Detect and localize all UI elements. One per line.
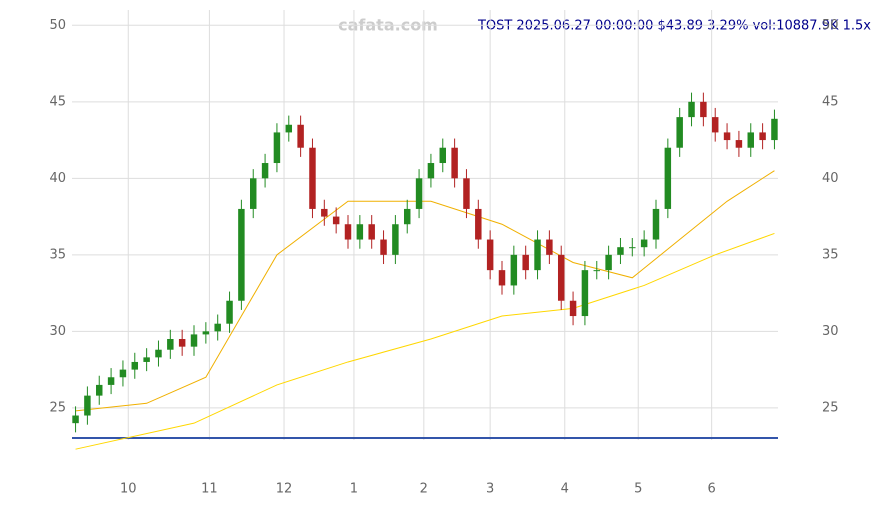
x-tick-label: 1	[350, 482, 358, 497]
candle-body	[617, 247, 624, 255]
candle-body	[427, 163, 435, 179]
candle-body	[486, 239, 494, 271]
candle-body	[403, 208, 411, 225]
x-tick-label: 3	[486, 482, 494, 497]
y-tick-label: 50	[49, 18, 66, 33]
candle-body	[368, 224, 375, 240]
chart-title: TOST 2025.06.27 00:00:00 $43.89 3.29% vo…	[477, 19, 871, 34]
candle-body	[155, 349, 162, 358]
candle-body	[652, 208, 660, 240]
candle-body	[522, 254, 529, 271]
x-tick-label: 10	[120, 482, 137, 497]
candle-body	[143, 357, 150, 362]
candle-body	[167, 339, 174, 350]
y-tick-label-right: 35	[822, 247, 839, 262]
candle-body	[605, 254, 612, 271]
candle-body	[321, 208, 328, 217]
candle-body	[273, 132, 281, 164]
candle-body	[676, 117, 683, 148]
candle-body	[380, 239, 387, 255]
candle-body	[344, 224, 352, 240]
y-tick-label-right: 50	[822, 18, 839, 33]
candle-body	[439, 147, 447, 164]
candle-body	[226, 300, 233, 324]
candle-body	[392, 224, 399, 255]
x-tick-label: 2	[420, 482, 428, 497]
candle-body	[759, 132, 766, 141]
y-tick-label: 45	[49, 94, 66, 109]
candle-body	[214, 323, 221, 332]
y-tick-label-right: 30	[822, 324, 839, 339]
candle-body	[771, 118, 778, 141]
candle-body	[664, 147, 672, 209]
candle-body	[261, 163, 269, 179]
y-tick-label-right: 40	[822, 171, 839, 186]
x-tick-label: 5	[634, 482, 642, 497]
x-tick-label: 12	[276, 482, 293, 497]
y-tick-label: 25	[49, 400, 66, 415]
candle-body	[297, 124, 304, 148]
y-tick-label: 35	[49, 247, 66, 262]
candle-body	[629, 247, 636, 249]
candle-body	[463, 178, 470, 209]
candle-body	[415, 178, 423, 209]
candle-body	[107, 377, 115, 385]
candle-body	[238, 208, 245, 301]
candle-body	[84, 395, 91, 416]
candle-body	[96, 384, 103, 396]
candle-body	[700, 101, 707, 118]
candle-body	[581, 270, 589, 317]
candle-body	[711, 117, 719, 133]
moving-average	[75, 232, 775, 450]
y-tick-label: 30	[49, 324, 66, 339]
candle-body	[723, 132, 731, 141]
candle-body	[250, 178, 257, 209]
candle-body	[451, 147, 458, 179]
candle-body	[688, 101, 695, 118]
candle-body	[356, 224, 364, 240]
candle-body	[332, 216, 340, 225]
candle-body	[72, 415, 79, 424]
candle-body	[640, 239, 648, 248]
y-tick-label: 40	[49, 171, 66, 186]
y-tick-label-right: 25	[822, 400, 839, 415]
candle-body	[475, 208, 482, 240]
candle-body	[735, 140, 743, 148]
candle-body	[285, 124, 293, 133]
y-tick-label-right: 45	[822, 94, 839, 109]
candle-body	[747, 132, 754, 148]
candle-body	[593, 270, 600, 272]
x-tick-label: 6	[708, 482, 716, 497]
candle-body	[498, 270, 506, 286]
candle-body	[569, 300, 577, 317]
moving-average	[75, 170, 775, 412]
candle-body	[309, 147, 316, 209]
candle-body	[190, 334, 198, 347]
candle-body	[546, 239, 553, 255]
candle-body	[202, 331, 210, 335]
candle-body	[178, 339, 186, 347]
candle-body	[119, 369, 127, 378]
x-tick-label: 4	[561, 482, 569, 497]
candle-body	[557, 254, 565, 301]
x-tick-label: 11	[201, 482, 218, 497]
candle-body	[510, 254, 518, 286]
candle-body	[131, 361, 139, 370]
candle-body	[534, 239, 541, 271]
